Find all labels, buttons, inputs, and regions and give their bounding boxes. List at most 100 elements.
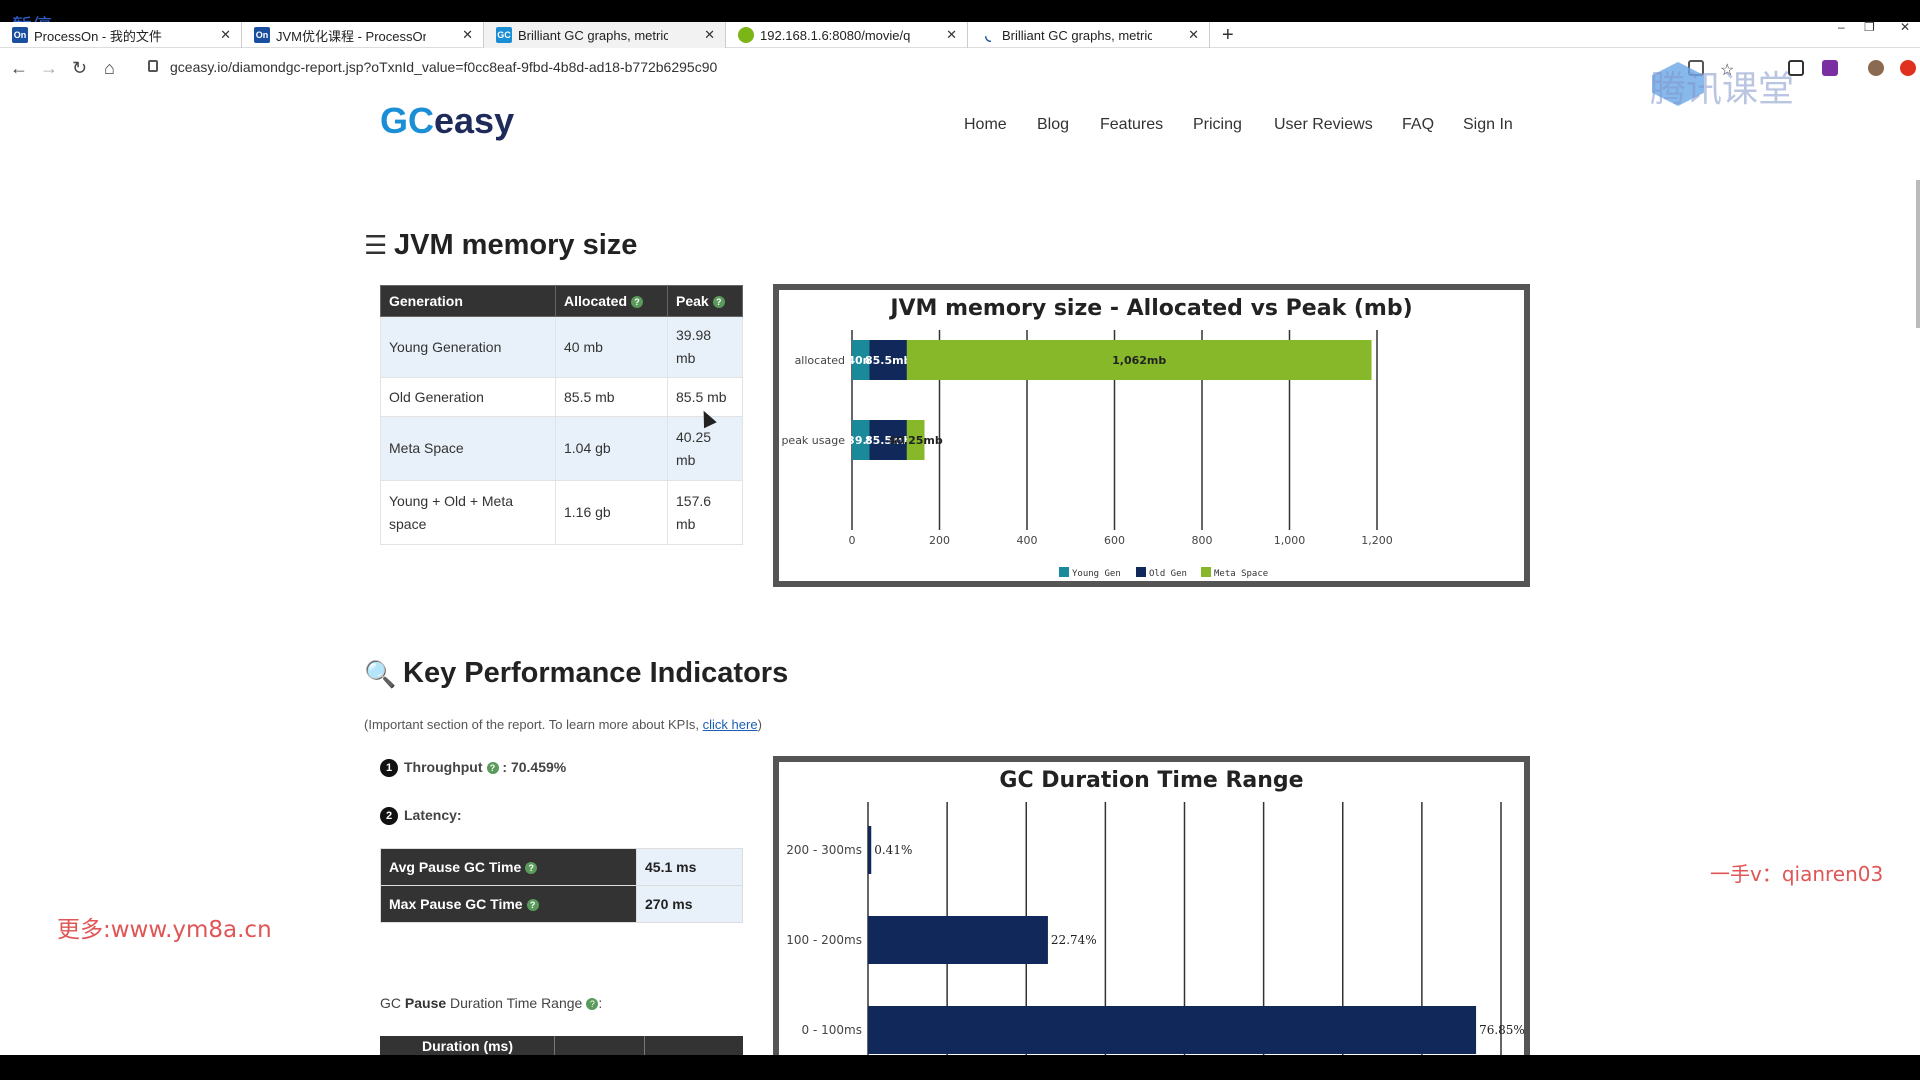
url-field[interactable]: gceasy.io/diamondgc-report.jsp?oTxnId_va…	[170, 59, 718, 75]
browser-tab-active[interactable]: GC Brilliant GC graphs, metrics an ✕	[484, 22, 726, 48]
cell-allocated: 1.04 gb	[555, 416, 668, 481]
y-tick-label: 200 - 300ms	[786, 843, 862, 857]
bar	[868, 916, 1048, 964]
legend-label: Young Gen	[1072, 569, 1121, 579]
leaf-icon	[738, 27, 754, 43]
y-tick-label: 0 - 100ms	[802, 1023, 862, 1037]
table-row: Max Pause GC Time? 270 ms	[380, 885, 743, 923]
tab-title: JVM优化课程 - ProcessOn	[276, 28, 426, 44]
close-icon[interactable]: ✕	[704, 27, 715, 42]
nav-home[interactable]: Home	[964, 116, 1007, 133]
x-tick-label: 1,000	[1274, 534, 1306, 547]
watermark-text: 腾讯课堂	[1650, 69, 1795, 110]
x-tick-label: 400	[1017, 534, 1038, 547]
nav-faq[interactable]: FAQ	[1402, 116, 1435, 133]
data-label: 1,062mb	[1112, 354, 1166, 367]
col-header: Duration (ms)	[422, 1038, 513, 1054]
col-header: Generation	[380, 285, 556, 317]
record-icon[interactable]	[1900, 60, 1916, 76]
logo-gc: GC	[380, 100, 434, 141]
close-icon[interactable]: ✕	[462, 27, 473, 42]
gceasy-icon: GC	[496, 27, 512, 43]
duration-chart-svg: 200 - 300ms 0.41% 100 - 200ms 22.74% 0 - 100…	[786, 802, 1524, 1055]
top-black-bar	[0, 0, 1920, 22]
bar	[868, 1006, 1477, 1054]
nav-features[interactable]: Features	[1100, 116, 1164, 133]
nav-user-reviews[interactable]: User Reviews	[1274, 116, 1373, 133]
avatar[interactable]	[1868, 60, 1884, 76]
bottom-black-bar	[0, 1055, 1920, 1080]
x-tick-label: 200	[929, 534, 950, 547]
star-icon[interactable]: ☆	[1720, 62, 1735, 79]
throughput-label: Throughput	[404, 759, 483, 775]
close-icon[interactable]: ✕	[946, 27, 957, 42]
nav-pricing[interactable]: Pricing	[1193, 116, 1242, 133]
scrollbar[interactable]	[1916, 180, 1920, 328]
help-icon[interactable]: ?	[486, 762, 499, 775]
help-icon[interactable]: ?	[586, 998, 599, 1011]
legend-swatch	[1059, 567, 1069, 577]
browser-tab[interactable]: 192.168.1.6:8080/movie/query ✕	[726, 22, 968, 48]
extension-icon[interactable]	[1788, 60, 1804, 76]
data-label: 40m	[847, 354, 874, 367]
nav-sign-in[interactable]: Sign In	[1463, 116, 1513, 133]
right-watermark: 一手v：qianren03	[1710, 862, 1884, 886]
bar	[868, 826, 872, 874]
help-icon[interactable]: ?	[712, 296, 725, 309]
chart-title: JVM memory size - Allocated vs Peak (mb)	[890, 296, 1413, 321]
x-tick-label: 600	[1104, 534, 1125, 547]
restore-icon[interactable]: ❐	[1864, 20, 1875, 34]
reload-icon[interactable]: ↻	[72, 58, 88, 78]
minimize-icon[interactable]: –	[1838, 20, 1845, 34]
avg-pause-label: Avg Pause GC Time?	[380, 848, 637, 886]
latency-table: Avg Pause GC Time? 45.1 ms Max Pause GC …	[380, 848, 743, 923]
y-tick-label: allocated	[795, 354, 845, 367]
bullet-1: 1	[380, 759, 398, 778]
legend-label: Old Gen	[1149, 569, 1187, 579]
address-bar	[0, 49, 1920, 87]
browser-tab[interactable]: On ProcessOn - 我的文件 ✕	[0, 22, 242, 48]
cell-generation: Young + Old + Meta space	[380, 480, 556, 545]
cell-allocated: 1.16 gb	[555, 480, 668, 545]
cell-generation: Old Generation	[380, 377, 556, 417]
data-label: 0.41%	[874, 843, 912, 857]
forward-icon[interactable]: →	[40, 58, 58, 78]
key-icon: 🔍	[364, 659, 397, 689]
data-label: 40.25mb	[889, 434, 943, 447]
help-icon[interactable]: ?	[526, 899, 539, 912]
duration-chart: GC Duration Time Range 200 - 300ms 0.41% 1…	[773, 756, 1530, 1061]
close-icon[interactable]: ✕	[220, 27, 231, 42]
back-icon[interactable]: ←	[10, 58, 28, 78]
y-tick-label: 100 - 200ms	[786, 933, 862, 947]
bullet-2: 2	[380, 807, 398, 826]
bar	[852, 340, 870, 380]
x-tick-label: 0	[849, 534, 856, 547]
browser-tab[interactable]: ◟ Brilliant GC graphs, metrics an ✕	[968, 22, 1210, 48]
x-tick-label: 800	[1192, 534, 1213, 547]
new-tab-icon[interactable]: +	[1222, 24, 1234, 46]
nav-blog[interactable]: Blog	[1037, 116, 1070, 133]
help-icon[interactable]: ?	[525, 862, 538, 875]
database-icon: ☰	[364, 230, 388, 260]
bar	[906, 340, 1372, 380]
help-icon[interactable]: ?	[631, 296, 644, 309]
home-icon[interactable]: ⌂	[104, 58, 115, 78]
x-tick-label: 1,200	[1361, 534, 1393, 547]
section-title-kpi: Key Performance Indicators	[403, 657, 789, 689]
bar	[869, 420, 907, 460]
extension-icon[interactable]	[1822, 60, 1838, 76]
window-close-icon[interactable]: ✕	[1900, 20, 1911, 34]
site-logo[interactable]: GCeasy	[380, 100, 514, 142]
browser-tab[interactable]: On JVM优化课程 - ProcessOn ✕	[242, 22, 484, 48]
chart-title: GC Duration Time Range	[999, 768, 1304, 793]
cell-peak: 39.98 mb	[667, 316, 743, 378]
throughput-value: : 70.459%	[502, 759, 567, 775]
data-label: 85.5mb	[865, 354, 912, 367]
close-icon[interactable]: ✕	[1188, 27, 1199, 42]
tab-title: Brilliant GC graphs, metrics an	[518, 27, 668, 43]
memory-chart: JVM memory size - Allocated vs Peak (mb)…	[773, 284, 1530, 587]
kpi-link[interactable]: click here	[702, 717, 758, 732]
tab-title: 192.168.1.6:8080/movie/query	[760, 27, 910, 43]
data-label: 22.74%	[1051, 933, 1097, 947]
table-row: Old Generation 85.5 mb 85.5 mb	[380, 377, 743, 417]
